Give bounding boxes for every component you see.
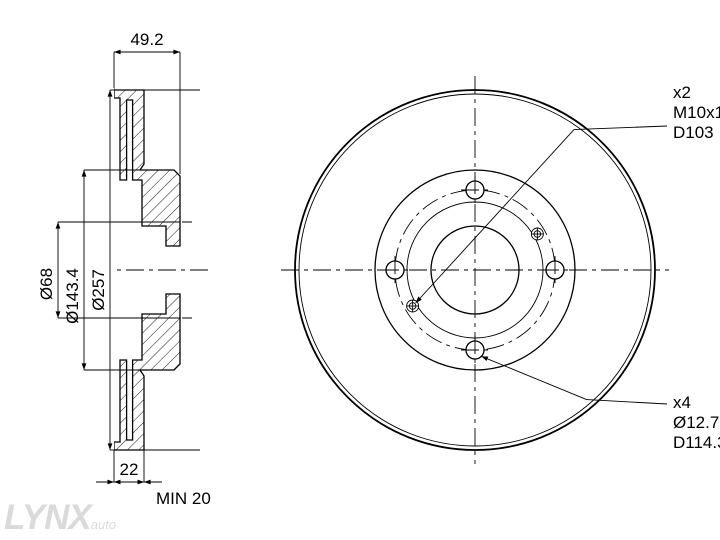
watermark: LYNXauto: [4, 498, 116, 538]
dim-d257: Ø257: [89, 269, 108, 311]
dim-22: 22: [120, 460, 139, 479]
watermark-sub: auto: [91, 517, 116, 532]
dim-d143: Ø143.4: [63, 268, 82, 324]
side-view: 49.2Ø68Ø143.4Ø68Ø143.4Ø25722MIN 20: [30, 30, 211, 508]
callout-d103: D103: [673, 123, 714, 142]
watermark-text: LYNX: [4, 498, 91, 537]
callout-d114: D114.3: [673, 433, 720, 452]
front-view: x2M10x1.25D103 x4Ø12.7D114.3: [281, 76, 720, 464]
callout-d12: Ø12.7: [673, 413, 719, 432]
callout-x4: x4: [673, 393, 691, 412]
dim-d68: Ø68: [37, 268, 56, 300]
callout-x2: x2: [673, 83, 691, 102]
dim-49-2: 49.2: [130, 30, 163, 49]
dim-min20: MIN 20: [156, 489, 211, 508]
callout-m10: M10x1.25: [673, 103, 720, 122]
